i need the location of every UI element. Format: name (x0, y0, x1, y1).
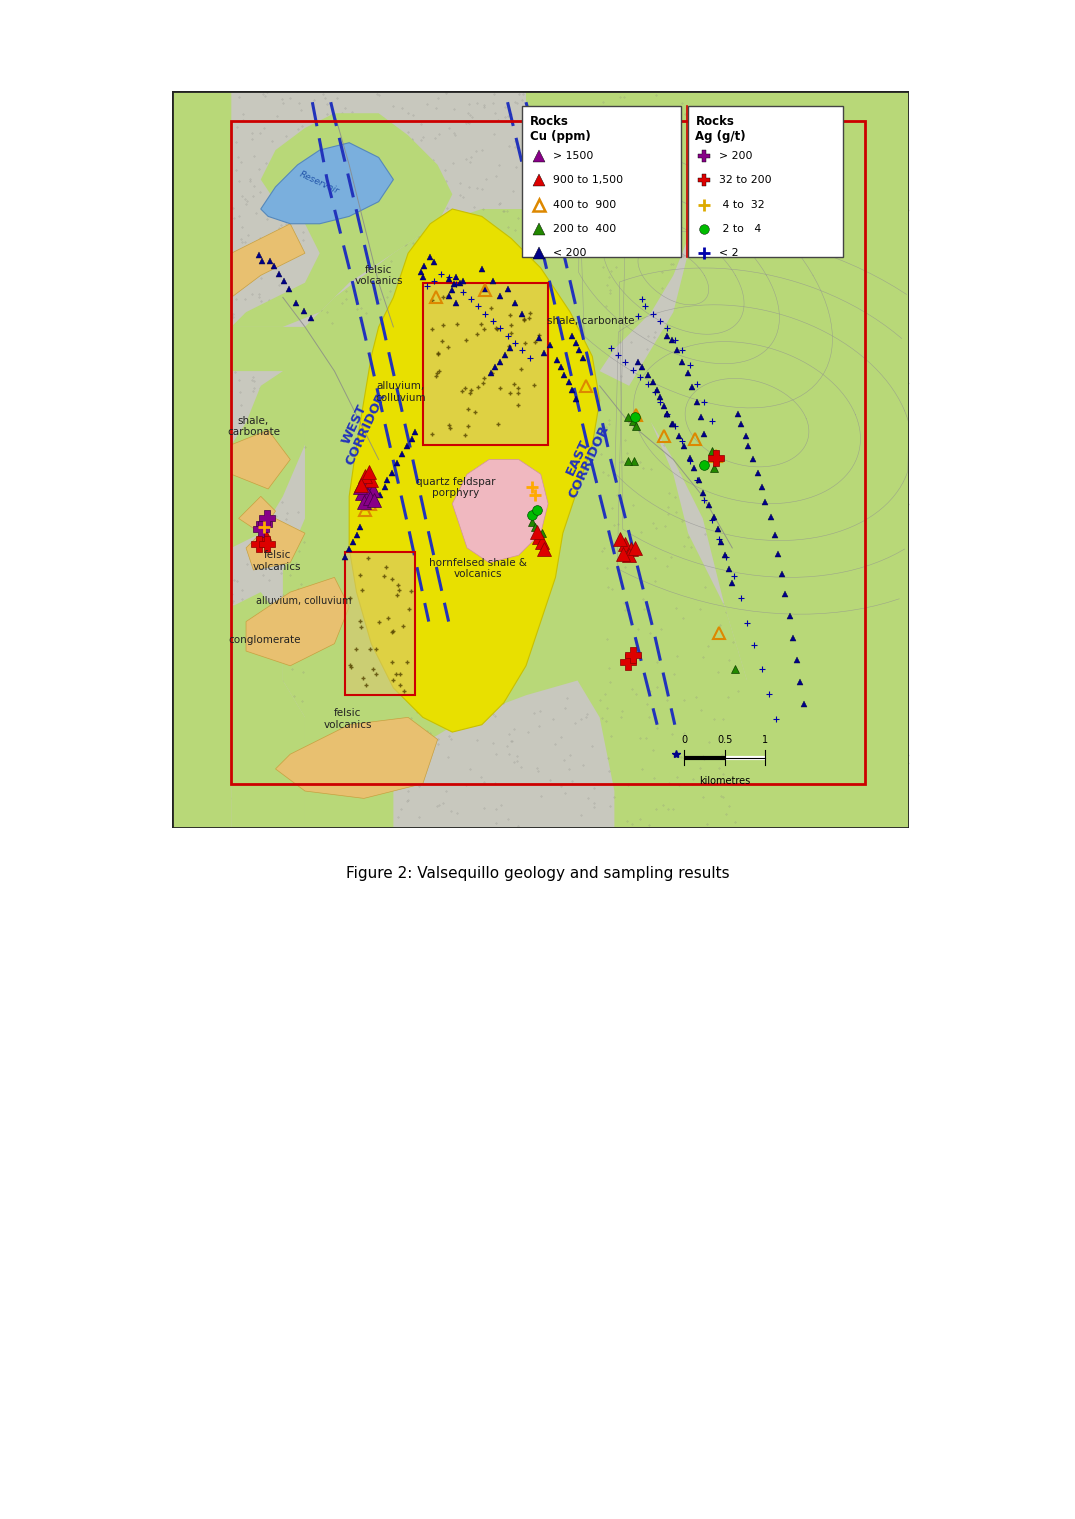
Text: shale,
carbonate: shale, carbonate (227, 416, 280, 437)
Text: Rocks
Ag (g/t): Rocks Ag (g/t) (696, 115, 746, 143)
Text: > 1500: > 1500 (554, 150, 593, 161)
Polygon shape (453, 459, 548, 562)
Text: 400 to  900: 400 to 900 (554, 199, 616, 210)
Text: 0.5: 0.5 (717, 735, 732, 744)
Text: 2 to   4: 2 to 4 (719, 223, 761, 234)
Text: < 200: < 200 (554, 248, 587, 258)
Text: EAST
CORRIDOR: EAST CORRIDOR (556, 418, 612, 501)
Text: felsic
volcanics: felsic volcanics (324, 708, 372, 729)
Text: alluvium, colluvium: alluvium, colluvium (256, 595, 352, 606)
Polygon shape (231, 91, 526, 327)
Text: 32 to 200: 32 to 200 (719, 175, 772, 185)
Polygon shape (600, 91, 909, 828)
Polygon shape (349, 210, 600, 732)
Text: Reservoir: Reservoir (299, 170, 341, 196)
Text: 200 to  400: 200 to 400 (554, 223, 616, 234)
Text: Rocks
Cu (ppm): Rocks Cu (ppm) (530, 115, 590, 143)
Text: alluvium,
colluvium: alluvium, colluvium (375, 381, 426, 403)
Text: > 200: > 200 (719, 150, 752, 161)
Polygon shape (231, 430, 290, 489)
Polygon shape (393, 681, 615, 828)
Bar (422, 283, 548, 445)
Polygon shape (246, 518, 305, 570)
Polygon shape (319, 717, 408, 791)
Bar (345, 551, 415, 696)
Bar (422, 283, 548, 445)
Text: conglomerate: conglomerate (228, 635, 301, 646)
Bar (345, 551, 415, 696)
Text: felsic
volcanics: felsic volcanics (253, 550, 301, 573)
Polygon shape (239, 497, 275, 533)
Text: felsic
volcanics: felsic volcanics (355, 264, 403, 286)
Polygon shape (275, 717, 438, 799)
Text: < 2: < 2 (719, 248, 739, 258)
Polygon shape (615, 91, 909, 828)
Polygon shape (231, 223, 305, 298)
Bar (231, 120, 865, 784)
Polygon shape (231, 371, 305, 548)
Polygon shape (231, 114, 453, 327)
Text: shale, carbonate: shale, carbonate (547, 316, 634, 327)
Text: hornfelsed shale &
volcanics: hornfelsed shale & volcanics (429, 557, 527, 579)
Text: Figure 2: Valsequillo geology and sampling results: Figure 2: Valsequillo geology and sampli… (346, 866, 729, 881)
Text: 900 to 1,500: 900 to 1,500 (554, 175, 624, 185)
Text: 1: 1 (762, 735, 769, 744)
Polygon shape (231, 371, 305, 828)
Polygon shape (246, 577, 349, 665)
Text: WEST
CORRIDOR: WEST CORRIDOR (332, 386, 388, 468)
Bar (688, 106, 843, 257)
Text: 0: 0 (682, 735, 687, 744)
Polygon shape (261, 143, 393, 223)
Bar (522, 106, 680, 257)
Polygon shape (231, 592, 305, 828)
Text: quartz feldspar
porphyry: quartz feldspar porphyry (416, 477, 496, 498)
Text: 4 to  32: 4 to 32 (719, 199, 764, 210)
Text: kilometres: kilometres (699, 776, 750, 787)
